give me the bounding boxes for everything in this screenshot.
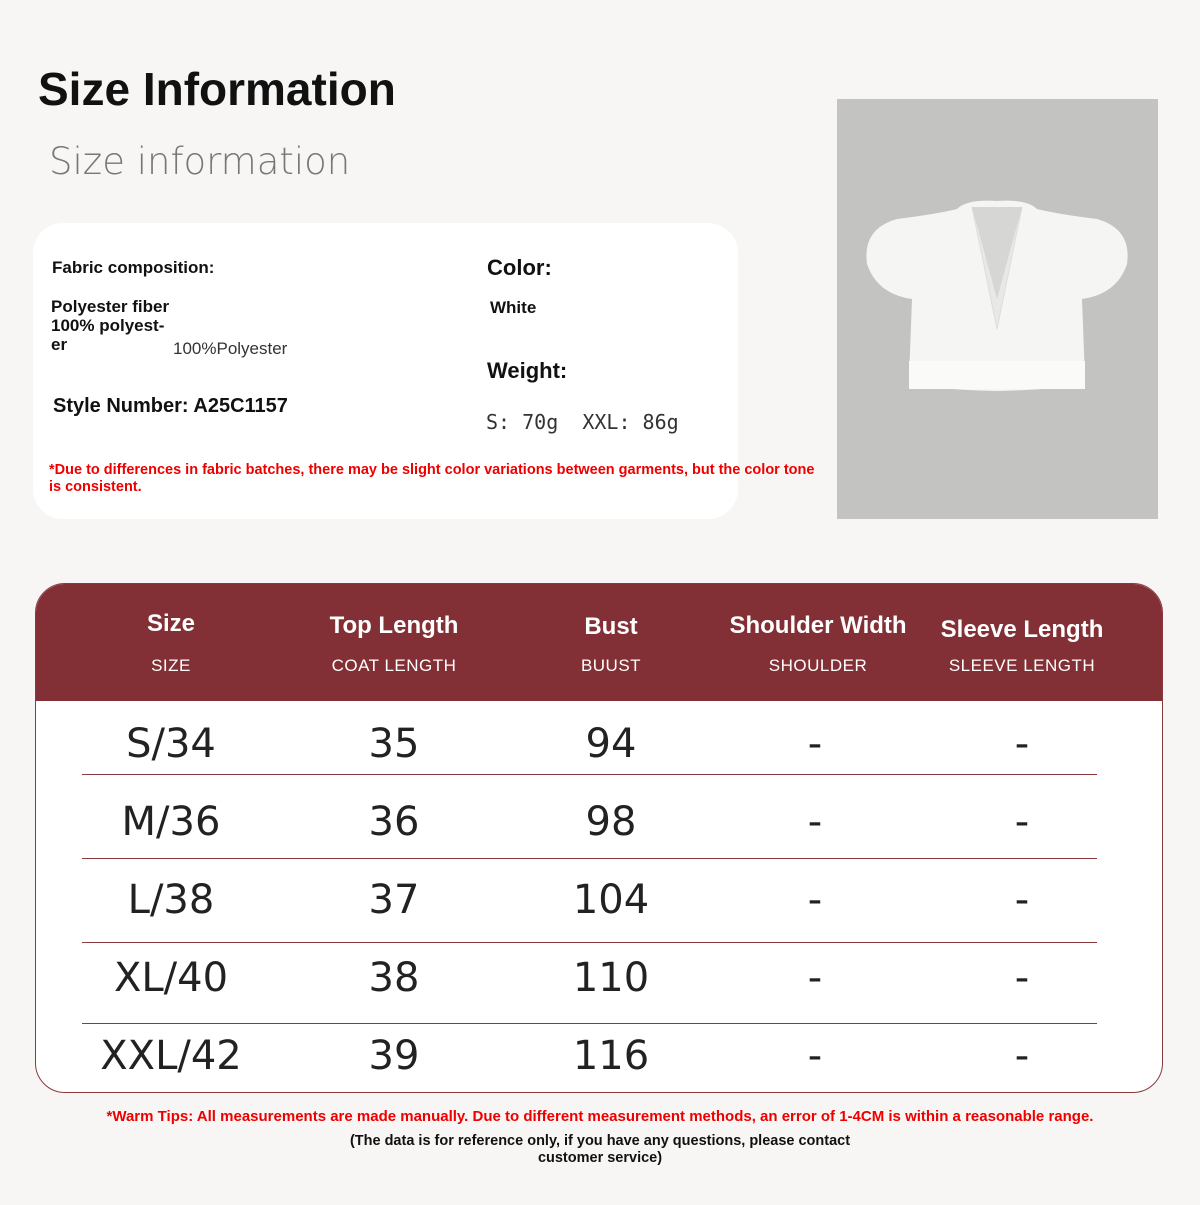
row-divider [82,1023,1097,1024]
crop-top-icon [866,200,1128,391]
table-header: Size SIZE Top Length COAT LENGTH Bust BUUST… [36,584,1162,701]
size-table: Size SIZE Top Length COAT LENGTH Bust BUUST… [35,583,1163,1093]
weight-value: S: 70g XXL: 86g [486,410,679,434]
page-subtitle: Size information [49,140,351,183]
table-cell: 35 [368,721,420,767]
column-title: Bust [584,613,638,640]
table-cell: - [807,799,823,845]
column-subtitle: SIZE [151,656,191,675]
table-cell: 94 [585,721,637,767]
table-cell: XL/40 [113,955,229,1001]
row-divider [82,942,1097,943]
column-header-bust: Bust BUUST [501,613,721,676]
row-divider [82,858,1097,859]
table-cell: 98 [585,799,637,845]
column-subtitle: BUUST [580,656,642,675]
table-cell: - [1014,877,1030,923]
table-cell: - [1014,721,1030,767]
table-cell: S/34 [126,721,216,767]
column-title: Top Length [329,612,459,639]
table-cell: 37 [368,877,420,923]
column-header-top-length: Top Length COAT LENGTH [284,612,504,676]
row-divider [82,774,1097,775]
table-cell: - [1014,799,1030,845]
table-cell: 104 [572,877,650,923]
table-cell: - [807,955,823,1001]
table-cell: - [807,877,823,923]
fabric-label: Fabric composition: [52,258,215,277]
warm-tips: *Warm Tips: All measurements are made ma… [106,1108,1094,1125]
color-label: Color: [487,255,552,280]
table-cell: XXL/42 [100,1033,242,1079]
table-cell: 39 [368,1033,420,1079]
column-subtitle: SHOULDER [768,656,868,675]
product-info-card: Fabric composition: Polyester fiber 100%… [33,223,738,519]
product-image [837,99,1158,519]
column-title: Shoulder Width [729,612,907,639]
column-subtitle: SLEEVE LENGTH [948,656,1096,675]
table-cell: - [807,1033,823,1079]
column-subtitle: COAT LENGTH [331,656,457,675]
weight-label: Weight: [487,358,568,383]
table-cell: 36 [368,799,420,845]
column-title: Size [146,610,196,637]
column-header-shoulder-width: Shoulder Width SHOULDER [708,612,928,676]
column-header-sleeve-length: Sleeve Length SLEEVE LENGTH [912,616,1132,676]
reference-note: (The data is for reference only, if you … [349,1133,851,1166]
fabric-value-en: 100%Polyester [173,339,288,358]
table-cell: L/38 [127,877,215,923]
table-cell: - [807,721,823,767]
column-header-size: Size SIZE [61,610,281,676]
table-cell: 110 [572,955,650,1001]
table-cell: - [1014,955,1030,1001]
color-note: *Due to differences in fabric batches, t… [49,462,815,495]
fabric-value: Polyester fiber 100% polyest-er [51,297,170,354]
table-cell: - [1014,1033,1030,1079]
table-cell: 38 [368,955,420,1001]
column-title: Sleeve Length [940,616,1104,643]
table-cell: M/36 [121,799,221,845]
style-number: Style Number: A25C1157 [53,395,288,417]
page-title: Size Information [38,63,396,115]
table-cell: 116 [572,1033,650,1079]
color-value: White [490,298,537,317]
